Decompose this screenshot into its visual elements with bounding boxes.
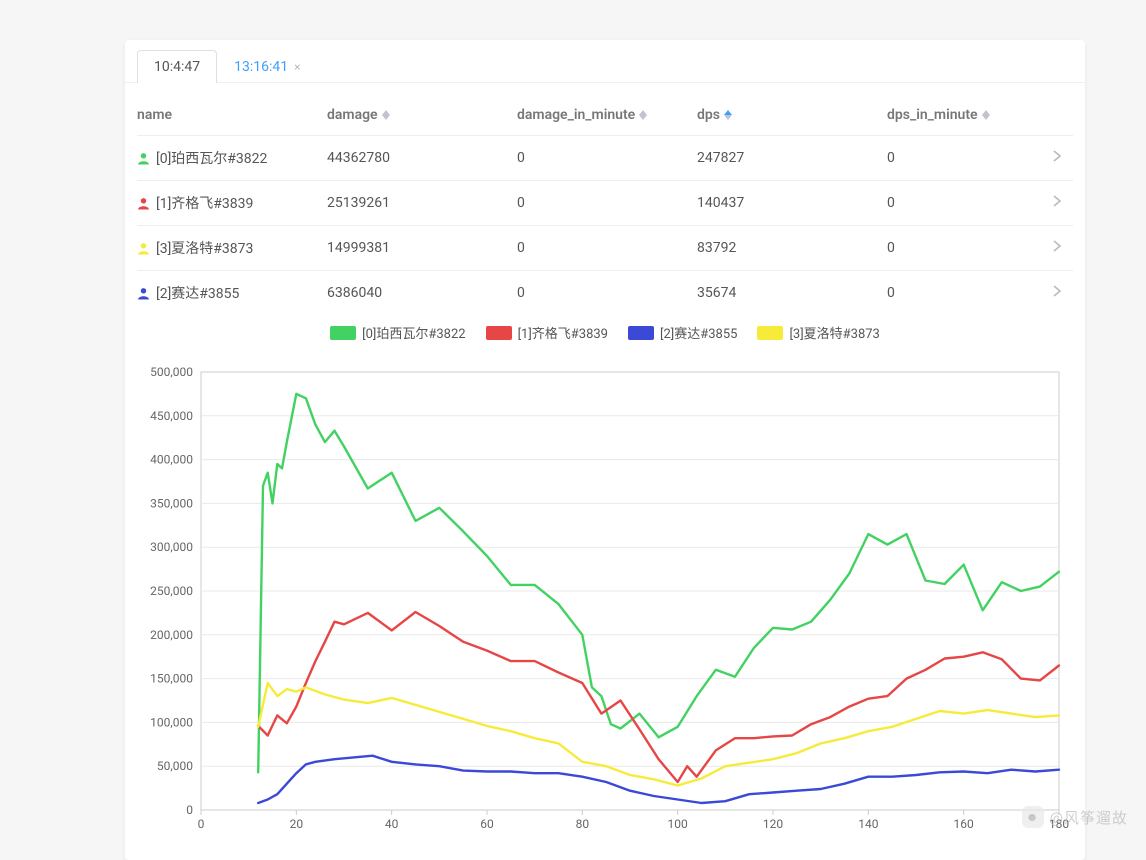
tab-label: 13:16:41 [234, 59, 288, 75]
legend-swatch [330, 326, 356, 340]
cell-dps_in_minute: 0 [887, 150, 1037, 166]
y-tick-label: 100,000 [150, 715, 193, 729]
y-tick-label: 350,000 [150, 496, 193, 510]
cell-damage: 44362780 [327, 150, 517, 166]
y-tick-label: 450,000 [150, 409, 193, 423]
sort-icon[interactable] [639, 110, 647, 120]
cell-dps: 83792 [697, 240, 887, 256]
x-tick-label: 20 [290, 817, 304, 831]
cell-dps_in_minute: 0 [887, 195, 1037, 211]
player-name: [0]珀西瓦尔#3822 [156, 148, 267, 168]
table-header-row: name damage damage_in_minute dps dps_in_minu… [137, 95, 1073, 135]
col-label: damage_in_minute [517, 107, 635, 123]
cell-damage_in_minute: 0 [517, 150, 697, 166]
legend-item[interactable]: [2]赛达#3855 [628, 323, 737, 342]
table-body: [0]珀西瓦尔#38224436278002478270[1]齐格飞#38392… [137, 135, 1073, 315]
person-icon [137, 197, 150, 210]
legend-swatch [486, 326, 512, 340]
x-tick-label: 0 [198, 817, 205, 831]
legend-swatch [757, 326, 783, 340]
y-tick-label: 400,000 [150, 453, 193, 467]
cell-damage: 14999381 [327, 240, 517, 256]
cell-dps: 140437 [697, 195, 887, 211]
cell-dps: 35674 [697, 285, 887, 301]
legend-label: [2]赛达#3855 [660, 323, 737, 342]
legend-label: [1]齐格飞#3839 [518, 323, 608, 342]
legend-item[interactable]: [3]夏洛特#3873 [757, 323, 879, 342]
x-tick-label: 160 [954, 817, 974, 831]
dps-line-chart: 0 50,000 100,000 150,000 200,000 250,000 300,0… [137, 344, 1073, 840]
cell-damage_in_minute: 0 [517, 195, 697, 211]
col-label: name [137, 107, 172, 123]
col-label: damage [327, 107, 378, 123]
table-row[interactable]: [0]珀西瓦尔#38224436278002478270 [137, 135, 1073, 180]
damage-table: name damage damage_in_minute dps dps_in_minu… [125, 83, 1085, 319]
table-row[interactable]: [3]夏洛特#3873149993810837920 [137, 225, 1073, 270]
y-tick-label: 150,000 [150, 672, 193, 686]
cell-damage_in_minute: 0 [517, 240, 697, 256]
row-expand-icon[interactable] [1053, 150, 1061, 166]
sort-icon[interactable] [382, 110, 390, 120]
col-name: name [137, 107, 327, 123]
tabs-bar: 10:4:47 13:16:41 × [125, 40, 1085, 83]
name-cell: [0]珀西瓦尔#3822 [137, 148, 327, 168]
person-icon [137, 152, 150, 165]
x-tick-label: 40 [385, 817, 399, 831]
person-icon [137, 242, 150, 255]
x-tick-label: 60 [480, 817, 494, 831]
y-tick-label: 500,000 [150, 365, 193, 379]
name-cell: [1]齐格飞#3839 [137, 193, 327, 213]
cell-damage: 25139261 [327, 195, 517, 211]
y-tick-label: 200,000 [150, 628, 193, 642]
col-damage_in_minute[interactable]: damage_in_minute [517, 107, 697, 123]
cell-dps_in_minute: 0 [887, 240, 1037, 256]
x-tick-label: 80 [576, 817, 590, 831]
cell-damage: 6386040 [327, 285, 517, 301]
row-expand-icon[interactable] [1053, 195, 1061, 211]
tab-0[interactable]: 10:4:47 [137, 50, 217, 83]
col-dps_in_minute[interactable]: dps_in_minute [887, 107, 1037, 123]
y-tick-label: 50,000 [157, 759, 193, 773]
tab-label: 10:4:47 [154, 59, 200, 75]
col-damage[interactable]: damage [327, 107, 517, 123]
table-row[interactable]: [2]赛达#385563860400356740 [137, 270, 1073, 315]
tab-1[interactable]: 13:16:41 × [217, 50, 317, 83]
col-label: dps [697, 107, 720, 123]
legend-item[interactable]: [1]齐格飞#3839 [486, 323, 608, 342]
player-name: [2]赛达#3855 [156, 283, 239, 303]
sort-icon[interactable] [724, 110, 732, 120]
cell-dps_in_minute: 0 [887, 285, 1037, 301]
row-expand-icon[interactable] [1053, 285, 1061, 301]
legend-label: [0]珀西瓦尔#3822 [362, 323, 465, 342]
legend-label: [3]夏洛特#3873 [789, 323, 879, 342]
tab-close-icon[interactable]: × [294, 60, 300, 74]
col-dps[interactable]: dps [697, 107, 887, 123]
y-tick-label: 250,000 [150, 584, 193, 598]
legend-swatch [628, 326, 654, 340]
y-tick-label: 300,000 [150, 540, 193, 554]
watermark: ☻ @风筝遛故 [1022, 806, 1128, 828]
cell-damage_in_minute: 0 [517, 285, 697, 301]
sort-icon[interactable] [982, 110, 990, 120]
legend-item[interactable]: [0]珀西瓦尔#3822 [330, 323, 465, 342]
name-cell: [2]赛达#3855 [137, 283, 327, 303]
y-tick-label: 0 [186, 803, 193, 817]
person-icon [137, 287, 150, 300]
x-tick-label: 120 [763, 817, 783, 831]
cell-dps: 247827 [697, 150, 887, 166]
chart-legend: [0]珀西瓦尔#3822 [1]齐格飞#3839 [2]赛达#3855 [3]夏洛特#… [137, 319, 1073, 344]
dps-chart-container: [0]珀西瓦尔#3822 [1]齐格飞#3839 [2]赛达#3855 [3]夏洛特#… [125, 319, 1085, 840]
watermark-logo-icon: ☻ [1022, 806, 1044, 828]
name-cell: [3]夏洛特#3873 [137, 238, 327, 258]
col-label: dps_in_minute [887, 107, 978, 123]
x-tick-label: 100 [668, 817, 688, 831]
x-tick-label: 140 [858, 817, 878, 831]
damage-panel: 10:4:47 13:16:41 × name damage damage_in_min… [125, 40, 1085, 860]
player-name: [3]夏洛特#3873 [156, 238, 253, 258]
player-name: [1]齐格飞#3839 [156, 193, 253, 213]
row-expand-icon[interactable] [1053, 240, 1061, 256]
table-row[interactable]: [1]齐格飞#38392513926101404370 [137, 180, 1073, 225]
watermark-text: @风筝遛故 [1050, 807, 1128, 828]
